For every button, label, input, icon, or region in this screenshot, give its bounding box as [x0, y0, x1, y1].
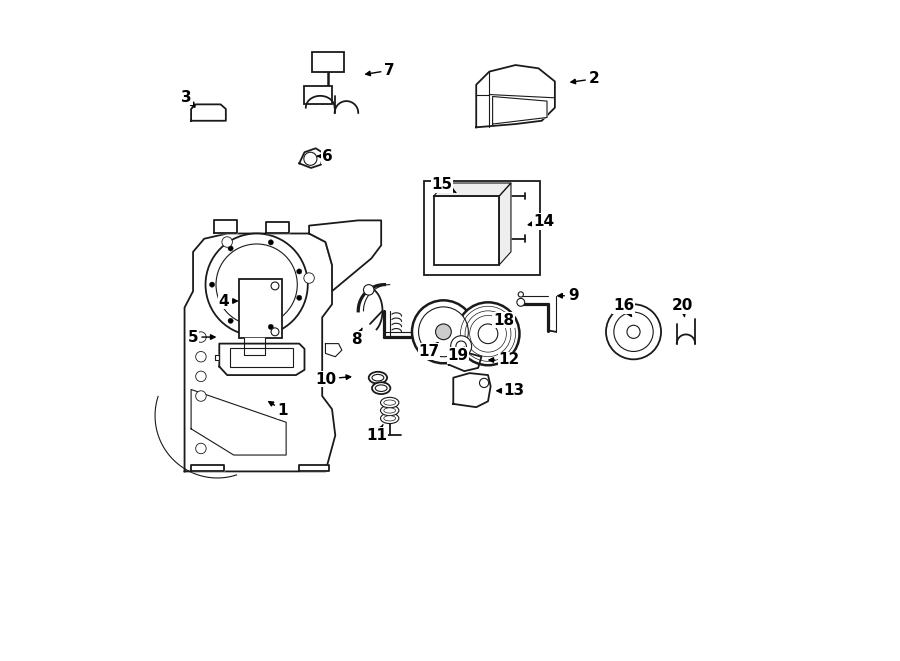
Circle shape [195, 332, 206, 342]
Bar [304, 86, 332, 104]
Circle shape [436, 324, 451, 340]
Circle shape [451, 336, 472, 357]
Circle shape [627, 325, 640, 338]
Circle shape [222, 237, 232, 247]
Polygon shape [454, 373, 491, 407]
Text: 1: 1 [269, 402, 288, 418]
Ellipse shape [383, 408, 396, 413]
Text: 20: 20 [672, 298, 693, 317]
Polygon shape [309, 220, 382, 292]
Text: 10: 10 [315, 371, 351, 387]
Ellipse shape [372, 382, 391, 394]
Text: 17: 17 [418, 342, 439, 359]
Polygon shape [220, 344, 304, 375]
Text: 5: 5 [188, 330, 215, 344]
Circle shape [268, 240, 274, 245]
Polygon shape [184, 233, 336, 471]
Polygon shape [191, 104, 226, 121]
Ellipse shape [369, 371, 387, 383]
Polygon shape [299, 148, 324, 168]
Polygon shape [434, 183, 511, 196]
Text: 12: 12 [489, 352, 519, 368]
Circle shape [271, 328, 279, 336]
Ellipse shape [383, 416, 396, 421]
Text: 2: 2 [571, 71, 599, 87]
Bar [230, 348, 292, 367]
Circle shape [216, 244, 297, 325]
Circle shape [297, 269, 302, 274]
Polygon shape [244, 338, 266, 355]
Polygon shape [215, 356, 220, 360]
Circle shape [606, 304, 662, 360]
Text: 19: 19 [447, 347, 468, 363]
Circle shape [456, 302, 519, 366]
Text: 15: 15 [432, 178, 456, 192]
Circle shape [228, 318, 233, 323]
Ellipse shape [375, 385, 387, 391]
Polygon shape [299, 465, 328, 471]
Ellipse shape [381, 397, 399, 408]
Text: 8: 8 [352, 329, 362, 346]
Circle shape [412, 300, 475, 364]
Ellipse shape [383, 400, 396, 405]
Ellipse shape [381, 405, 399, 416]
Ellipse shape [381, 413, 399, 424]
Circle shape [297, 295, 302, 300]
Bar [424, 181, 541, 275]
Circle shape [210, 282, 215, 288]
Circle shape [418, 307, 468, 357]
Polygon shape [476, 65, 555, 128]
Polygon shape [449, 354, 482, 371]
Bar [434, 196, 500, 265]
Text: 4: 4 [219, 293, 238, 309]
Circle shape [205, 233, 308, 336]
Polygon shape [214, 220, 237, 233]
Polygon shape [492, 97, 547, 124]
Circle shape [304, 152, 317, 165]
Circle shape [480, 378, 489, 387]
Circle shape [271, 282, 279, 290]
Ellipse shape [372, 374, 383, 381]
Text: 14: 14 [528, 214, 554, 229]
Circle shape [195, 352, 206, 362]
Text: 7: 7 [365, 63, 395, 78]
Text: 13: 13 [497, 383, 525, 399]
Text: 11: 11 [366, 425, 387, 443]
Polygon shape [191, 465, 224, 471]
Circle shape [478, 324, 498, 344]
Circle shape [364, 285, 374, 295]
Polygon shape [326, 344, 342, 357]
Circle shape [304, 273, 314, 284]
Text: 6: 6 [318, 149, 333, 164]
Circle shape [268, 325, 274, 329]
Circle shape [195, 371, 206, 381]
Circle shape [517, 298, 525, 306]
Bar [312, 52, 344, 71]
Text: 3: 3 [181, 90, 195, 107]
Bar [238, 280, 282, 338]
Text: 18: 18 [493, 313, 514, 327]
Circle shape [195, 444, 206, 453]
Polygon shape [191, 389, 286, 455]
Circle shape [195, 391, 206, 401]
Circle shape [518, 292, 524, 297]
Polygon shape [266, 222, 290, 233]
Text: 16: 16 [613, 298, 634, 317]
Polygon shape [500, 183, 511, 265]
Circle shape [228, 246, 233, 251]
Text: 9: 9 [558, 288, 579, 303]
